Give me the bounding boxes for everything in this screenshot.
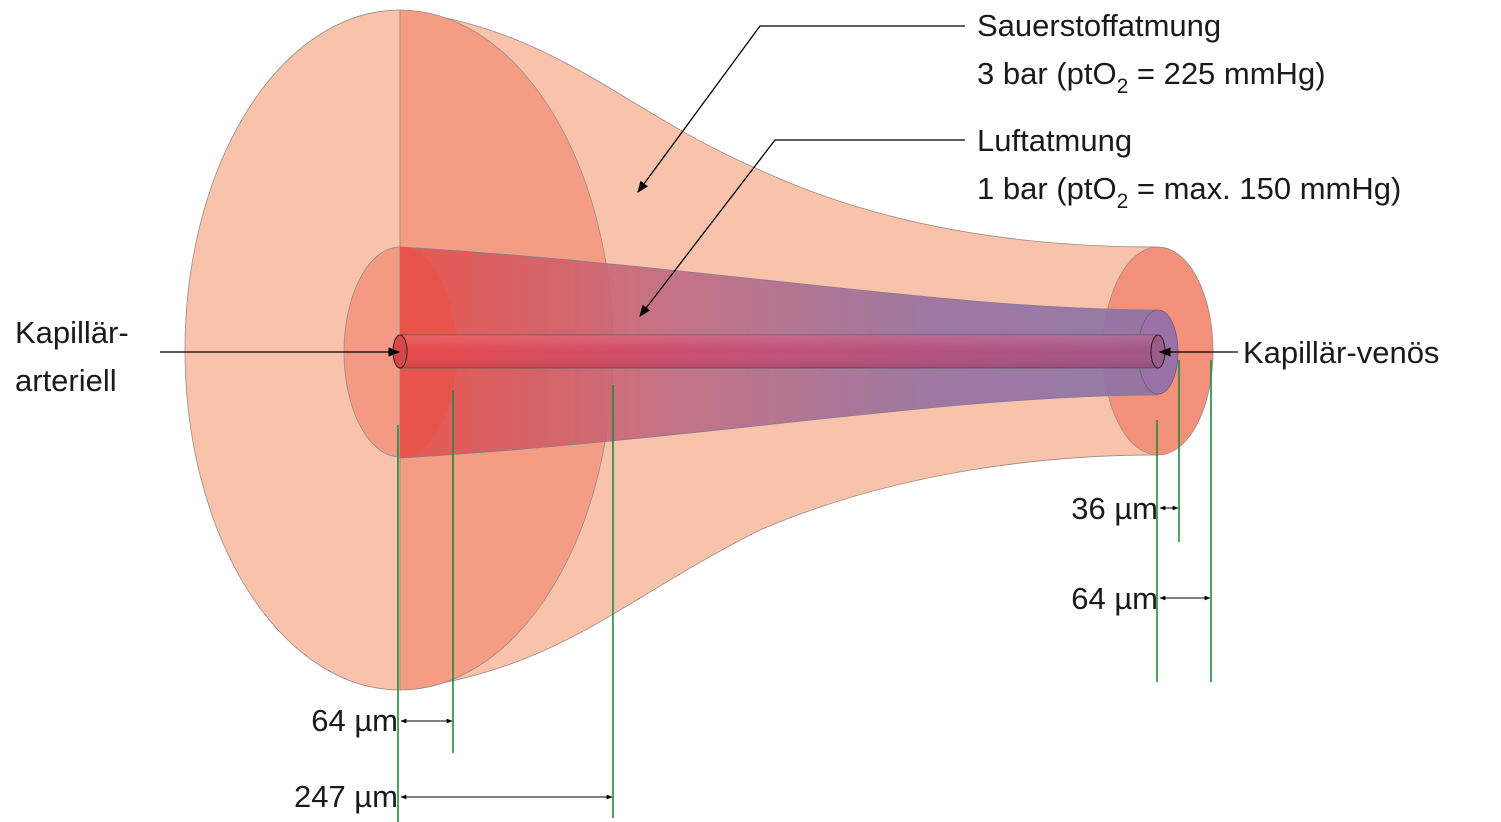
dimension-label: 64 µm [311, 703, 398, 738]
dimension-label: 247 µm [294, 779, 398, 814]
dimension-label: 36 µm [1071, 491, 1158, 526]
leader-lines [160, 25, 1238, 357]
arterial-label: arteriell [15, 363, 117, 398]
text: = max. 150 mmHg) [1128, 171, 1401, 206]
subscript: 2 [1117, 75, 1129, 98]
air-title: Luftatmung [977, 123, 1132, 158]
capillary [392, 334, 1166, 369]
arterial-label: Kapillär- [15, 315, 129, 350]
dimension-arrows [400, 505, 1211, 800]
oxygen-pressure: 3 bar (ptO2 = 225 mmHg) [977, 56, 1326, 98]
text: 1 bar (ptO [977, 171, 1117, 206]
air-pressure: 1 bar (ptO2 = max. 150 mmHg) [977, 171, 1401, 213]
dimension-label: 64 µm [1071, 581, 1158, 616]
oxygen-title: Sauerstoffatmung [977, 8, 1221, 43]
text: = 225 mmHg) [1128, 56, 1325, 91]
dimension-guides [397, 360, 1212, 822]
text: 3 bar (ptO [977, 56, 1117, 91]
subscript: 2 [1117, 190, 1129, 213]
venous-label: Kapillär-venös [1243, 335, 1439, 370]
